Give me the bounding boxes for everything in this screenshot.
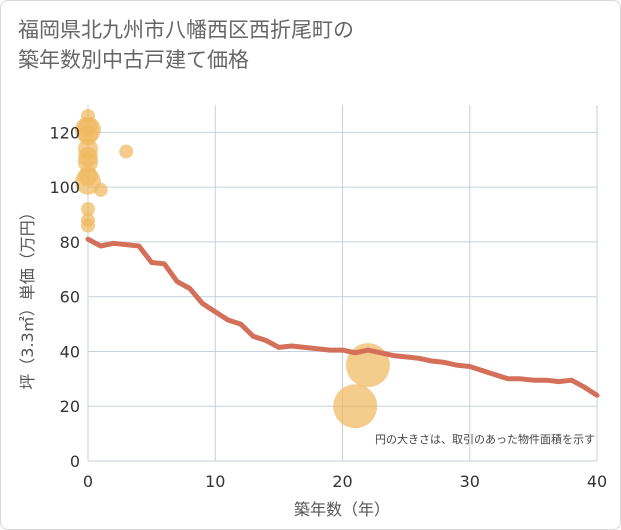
y-tick-label-100: 100 bbox=[49, 178, 80, 197]
y-tick-label-120: 120 bbox=[49, 123, 80, 142]
x-tick-label-30: 30 bbox=[460, 472, 480, 491]
y-tick-label-60: 60 bbox=[60, 288, 80, 307]
chart-title: 福岡県北九州市八幡西区西折尾町の 築年数別中古戸建て価格 bbox=[18, 15, 608, 75]
scatter-point-13 bbox=[119, 144, 134, 159]
y-tick-label-20: 20 bbox=[60, 397, 80, 416]
scatter-point-3 bbox=[78, 125, 98, 146]
x-tick-labels: 0 10 20 30 40 bbox=[83, 472, 607, 491]
x-tick-label-10: 10 bbox=[205, 472, 225, 491]
trend-line bbox=[85, 236, 600, 398]
scatter-point-9 bbox=[81, 202, 95, 217]
scatter-bubbles bbox=[75, 108, 390, 429]
chart-title-line2: 築年数別中古戸建て価格 bbox=[18, 48, 249, 72]
y-tick-labels: 0 20 40 60 80 100 120 bbox=[49, 123, 80, 471]
y-tick-label-0: 0 bbox=[70, 452, 80, 471]
bubble-size-note: 円の大きさは、取引のあった物件面積を示す bbox=[375, 432, 595, 446]
scatter-point-6 bbox=[78, 152, 98, 173]
y-tick-label-80: 80 bbox=[60, 233, 80, 252]
trend-line-group bbox=[85, 236, 600, 398]
y-axis-title: 坪（3.3㎡）単価（万円） bbox=[18, 204, 37, 389]
y-tick-label-40: 40 bbox=[60, 342, 80, 361]
x-tick-label-40: 40 bbox=[587, 472, 607, 491]
x-axis-title: 築年数（年） bbox=[294, 500, 390, 519]
x-tick-label-0: 0 bbox=[83, 472, 93, 491]
scatter-point-11 bbox=[81, 218, 95, 233]
scatter-point-14 bbox=[333, 384, 378, 429]
chart-title-line1: 福岡県北九州市八幡西区西折尾町の bbox=[18, 18, 354, 42]
scatter-point-12 bbox=[93, 182, 108, 197]
x-tick-label-20: 20 bbox=[332, 472, 352, 491]
